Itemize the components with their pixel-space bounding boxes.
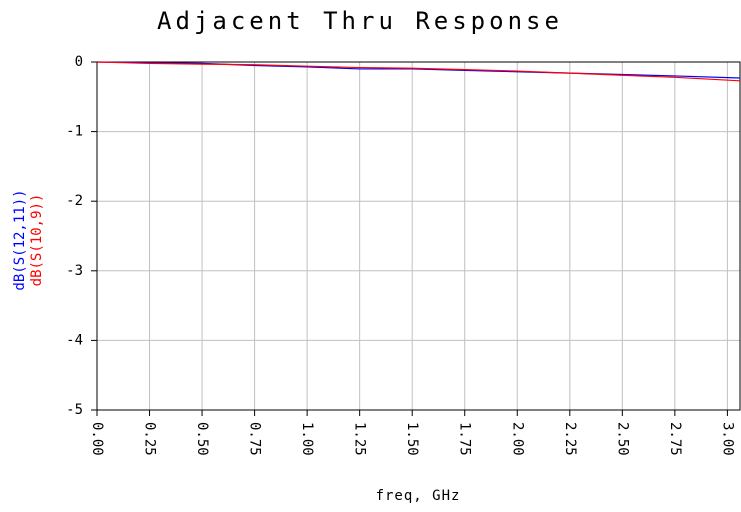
- x-tick-label: 0.00: [89, 422, 105, 456]
- series-line: [96, 61, 741, 82]
- y-tick-label: -1: [66, 124, 83, 140]
- plot-frame: [96, 61, 741, 411]
- x-tick-label: 3.00: [719, 422, 735, 456]
- legend-label: dB(S(10,9)): [29, 194, 45, 287]
- y-tick-label: -5: [66, 402, 83, 418]
- x-tick-label: 0.75: [247, 422, 263, 456]
- x-tick-label: 0.25: [142, 422, 158, 456]
- y-tick-label: 0: [75, 54, 83, 70]
- x-axis-label: freq, GHz: [376, 488, 461, 504]
- x-tick-label: 1.75: [457, 422, 473, 456]
- y-tick-label: -3: [66, 263, 83, 279]
- chart-title: Adjacent Thru Response: [157, 7, 563, 35]
- x-tick-label: 1.50: [404, 422, 420, 456]
- x-tick-label: 1.25: [352, 422, 368, 456]
- legend-label: dB(S(12,11)): [12, 189, 28, 290]
- y-tick-label: -4: [66, 332, 83, 348]
- x-tick-label: 2.25: [562, 422, 578, 456]
- x-tick-label: 1.00: [299, 422, 315, 456]
- y-tick-label: -2: [66, 193, 83, 209]
- x-tick-label: 2.75: [667, 422, 683, 456]
- series-line: [96, 61, 741, 79]
- x-tick-label: 0.50: [194, 422, 210, 456]
- x-tick-label: 2.00: [509, 422, 525, 456]
- x-tick-label: 2.50: [614, 422, 630, 456]
